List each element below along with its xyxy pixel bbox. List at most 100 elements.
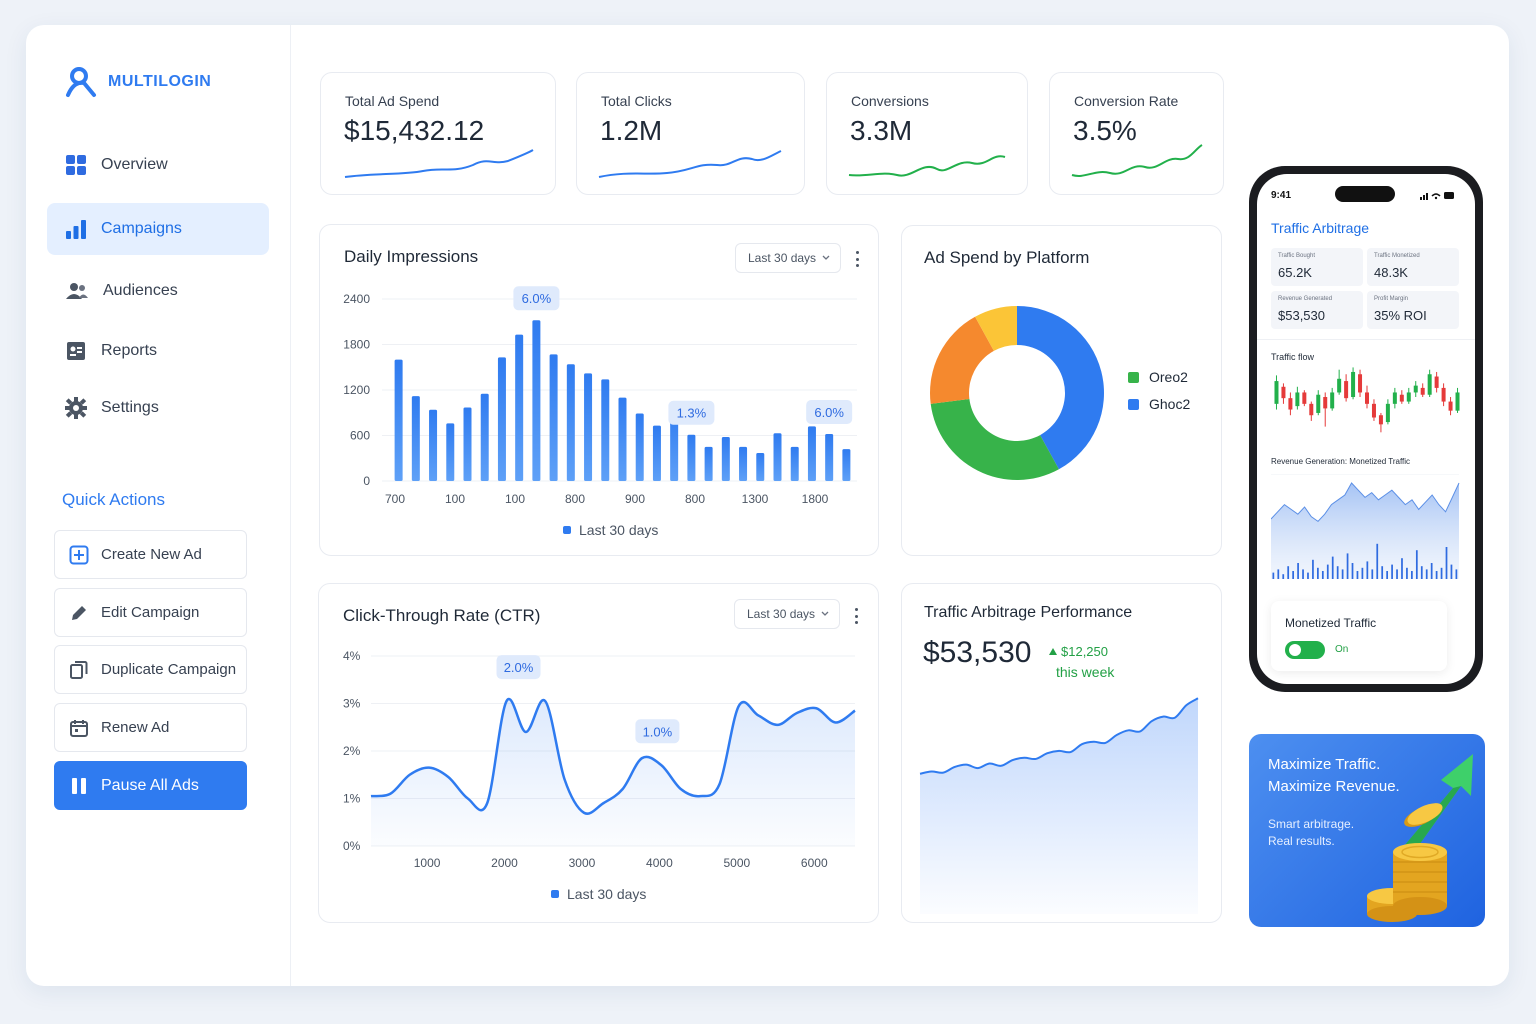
revenue-bar (1351, 563, 1354, 579)
chart-legend: Last 30 days (551, 886, 646, 902)
sidebar-item-reports[interactable]: Reports (47, 325, 269, 377)
legend-swatch (1128, 399, 1139, 410)
bar (446, 423, 455, 481)
annotation-badge (513, 286, 560, 311)
promo-banner[interactable]: Maximize Traffic. Maximize Revenue. Smar… (1249, 734, 1485, 927)
more-options-icon[interactable] (849, 606, 863, 626)
sparkline-path (848, 155, 1006, 177)
revenue-bar (1366, 561, 1369, 579)
range-dropdown[interactable]: Last 30 days (735, 243, 841, 273)
revenue-bar (1307, 572, 1309, 579)
duplicate-campaign-button[interactable]: Duplicate Campaign (54, 645, 247, 694)
arbitrage-performance-card: Traffic Arbitrage Performance $53,530 $1… (901, 583, 1222, 923)
candle-body (1399, 394, 1404, 402)
revenue-bar (1272, 572, 1275, 579)
range-dropdown[interactable]: Last 30 days (734, 599, 840, 629)
bar (687, 434, 696, 481)
card-title: Click-Through Rate (CTR) (343, 606, 541, 625)
monetized-traffic-card: Monetized Traffic On (1271, 601, 1447, 671)
legend-label: Ghoc2 (1149, 396, 1190, 412)
y-tick-label: 2% (343, 744, 361, 758)
annotation-label: 1.0% (643, 724, 673, 739)
bar (549, 354, 558, 481)
duplicate-campaign-label: Duplicate Campaign (101, 661, 237, 678)
candle-body (1323, 397, 1328, 409)
candle-body (1309, 403, 1314, 416)
y-tick-label: 600 (350, 429, 370, 443)
sidebar-item-settings[interactable]: Settings (47, 382, 269, 434)
chevron-down-icon (822, 255, 830, 260)
bar (429, 409, 438, 481)
bar (756, 452, 765, 481)
sparkline-path (1071, 144, 1203, 177)
x-tick-label: 100 (445, 492, 465, 506)
revenue-bar (1356, 571, 1359, 579)
x-tick-label: 1000 (414, 856, 441, 870)
sidebar-item-label: Reports (101, 342, 158, 359)
chevron-down-icon (821, 611, 829, 616)
monetized-traffic-title: Monetized Traffic (1285, 616, 1377, 630)
revenue-bar (1321, 571, 1324, 579)
sidebar-item-audiences[interactable]: Audiences (47, 265, 269, 317)
gear-icon (65, 397, 87, 419)
y-tick-label: 2400 (343, 292, 370, 306)
annotation-badge (806, 399, 853, 424)
promo-sub-1: Smart arbitrage. (1268, 817, 1355, 831)
pause-all-ads-button[interactable]: Pause All Ads (54, 761, 247, 810)
brand[interactable]: MULTILOGIN (64, 65, 211, 99)
x-tick-label: 700 (385, 492, 405, 506)
x-tick-label: 800 (565, 492, 585, 506)
stat-card-total-ad-spend: Total Ad Spend $15,432.12 (320, 72, 556, 195)
edit-campaign-button[interactable]: Edit Campaign (54, 588, 247, 637)
sidebar-item-overview[interactable]: Overview (47, 139, 269, 191)
brand-name: MULTILOGIN (108, 73, 212, 90)
promo-headline: Maximize Traffic. Maximize Revenue. (1268, 754, 1400, 798)
monetized-traffic-toggle[interactable] (1285, 641, 1325, 659)
ctr-chart: 4% 3% 2% 1% 0% 1000 2000 3000 4000 5000 6000 2.0% 1.… (343, 649, 856, 870)
card-title: Traffic Arbitrage Performance (924, 604, 1133, 621)
phone-notch (1335, 186, 1395, 202)
legend-swatch (1128, 372, 1139, 383)
phone-tile: Revenue Generated $53,530 (1271, 291, 1363, 329)
more-options-icon[interactable] (850, 249, 864, 269)
coins-arrow-illustration (1367, 754, 1473, 922)
x-tick-label: 1300 (742, 492, 769, 506)
renew-ad-button[interactable]: Renew Ad (54, 703, 247, 752)
stat-value: $15,432.12 (344, 115, 485, 146)
tile-label: Profit Margin (1374, 296, 1409, 302)
candle-body (1455, 392, 1460, 411)
annotation-badge (668, 400, 715, 425)
pencil-icon (72, 605, 86, 620)
x-tick-label: 900 (625, 492, 645, 506)
x-tick-label: 2000 (491, 856, 518, 870)
sidebar-item-label: Campaigns (101, 220, 182, 237)
sidebar-item-campaigns[interactable]: Campaigns (47, 203, 269, 255)
x-tick-label: 800 (685, 492, 705, 506)
revenue-bar (1331, 556, 1334, 579)
candle-body (1392, 392, 1397, 404)
series-line (370, 697, 856, 815)
sparkline (848, 155, 1006, 177)
bar (618, 397, 627, 481)
stat-card-total-clicks: Total Clicks 1.2M (576, 72, 805, 195)
revenue-bar (1450, 564, 1453, 579)
x-tick-label: 3000 (569, 856, 596, 870)
stat-value: 3.5% (1073, 115, 1137, 146)
revenue-bar (1361, 567, 1364, 579)
stat-value: 3.3M (850, 115, 913, 146)
create-new-ad-button[interactable]: Create New Ad (54, 530, 247, 579)
candle-body (1371, 403, 1376, 418)
bar (532, 320, 541, 481)
revenue-bar (1317, 567, 1319, 579)
y-tick-label: 4% (343, 649, 361, 663)
revenue-bar (1371, 569, 1374, 579)
sidebar: MULTILOGIN Overview Campaigns Audiences … (26, 25, 291, 986)
phone-tile: Profit Margin 35% ROI (1367, 291, 1459, 329)
candle-body (1378, 415, 1383, 425)
legend-label: Oreo2 (1149, 369, 1188, 385)
y-tick-label: 1200 (343, 383, 370, 397)
candle-body (1434, 376, 1439, 388)
x-tick-label: 5000 (723, 856, 750, 870)
tile-value: 35% ROI (1374, 308, 1427, 323)
pause-all-ads-label: Pause All Ads (101, 776, 199, 794)
